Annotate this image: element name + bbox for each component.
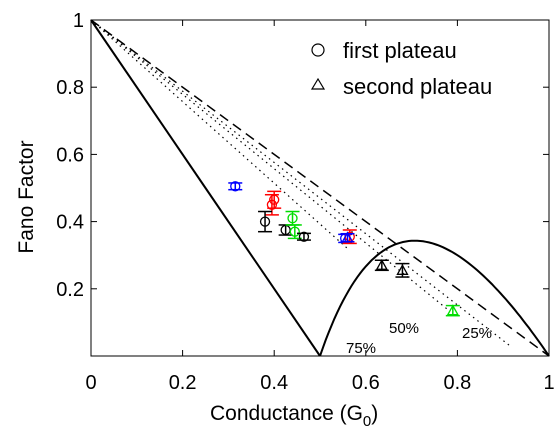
- dotted-line: [90, 19, 511, 347]
- circle-marker: [266, 199, 278, 210]
- x-tick-label: 0: [85, 372, 96, 394]
- y-tick-labels: 0.2 0.4 0.6 0.8 1: [56, 10, 84, 301]
- triangle-marker: [396, 263, 409, 275]
- x-tick-label: 1: [543, 372, 554, 394]
- second-plateau-point: [340, 231, 355, 243]
- legend-first-plateau-label: first plateau: [343, 38, 457, 63]
- x-tick-label: 0.2: [169, 372, 197, 394]
- circle-marker: [230, 181, 241, 192]
- first-plateau-point: [258, 210, 273, 233]
- dashed-single-channel: [90, 19, 550, 357]
- first-plateau-point: [267, 190, 282, 209]
- y-tick-label: 0.4: [56, 212, 84, 234]
- y-tick-label: 0.6: [56, 144, 84, 166]
- y-tick-label: 0.2: [56, 279, 84, 301]
- x-tick-labels: 0 0.2 0.4 0.6 0.8 1: [85, 372, 554, 394]
- x-tick-label: 0.4: [260, 372, 288, 394]
- plot-frame: [90, 19, 550, 357]
- second-plateau-point: [374, 258, 389, 272]
- circle-marker: [289, 226, 300, 237]
- first-plateau-point: [285, 210, 300, 226]
- theory-curves: [90, 19, 550, 357]
- second-plateau-point: [395, 262, 410, 278]
- triangle-marker: [375, 258, 388, 270]
- legend-second-plateau-label: second plateau: [343, 74, 492, 99]
- circle-marker: [269, 194, 280, 205]
- curve-label-75: 75%: [346, 340, 376, 357]
- triangle-marker: [446, 304, 459, 316]
- y-tick-label: 0.8: [56, 77, 84, 99]
- legend-circle-marker: [311, 43, 325, 57]
- data-points: [228, 181, 460, 317]
- circle-marker: [259, 216, 271, 227]
- y-axis-label: Fano Factor: [15, 140, 38, 253]
- boundary-line: [90, 19, 321, 357]
- y-tick-label: 1: [73, 10, 84, 32]
- circle-marker: [298, 231, 310, 242]
- first-plateau-point: [228, 181, 243, 192]
- x-tick-label: 0.6: [352, 372, 380, 394]
- curve-label-50: 50%: [389, 320, 419, 337]
- circle-marker: [287, 213, 298, 224]
- dotted-line: [90, 19, 449, 311]
- first-plateau-point: [296, 231, 311, 242]
- curve-label-25: 25%: [462, 325, 492, 342]
- boundary-curve: [319, 239, 550, 357]
- x-axis-label: Conductance (G0): [210, 402, 378, 430]
- legend: first plateau second plateau: [310, 38, 492, 99]
- triangle-marker: [341, 231, 354, 243]
- legend-triangle-marker: [310, 77, 326, 90]
- second-plateau-point: [445, 304, 460, 317]
- dotted-line: [90, 19, 348, 249]
- x-tick-label: 0.8: [443, 372, 471, 394]
